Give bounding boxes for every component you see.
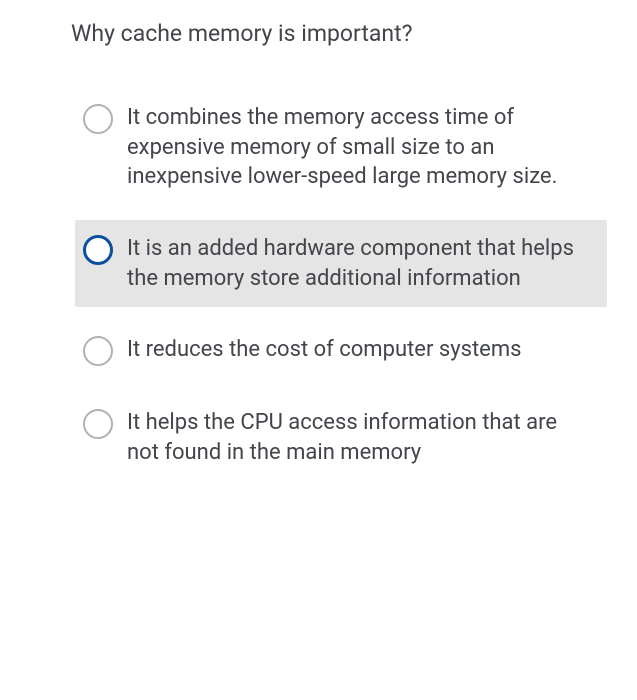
option-text: It reduces the cost of computer systems: [127, 335, 522, 365]
option-0[interactable]: It combines the memory access time of ex…: [75, 89, 607, 206]
option-text: It combines the memory access time of ex…: [127, 103, 589, 192]
question-title: Why cache memory is important?: [71, 20, 607, 47]
option-3[interactable]: It helps the CPU access information that…: [75, 394, 607, 481]
option-2[interactable]: It reduces the cost of computer systems: [75, 321, 607, 380]
radio-icon: [83, 409, 113, 439]
radio-icon: [83, 104, 113, 134]
option-text: It helps the CPU access information that…: [127, 408, 589, 467]
option-text: It is an added hardware component that h…: [127, 234, 589, 293]
option-1[interactable]: It is an added hardware component that h…: [75, 220, 607, 307]
options-list: It combines the memory access time of ex…: [75, 89, 607, 496]
radio-icon: [83, 336, 113, 366]
radio-icon: [83, 235, 113, 265]
